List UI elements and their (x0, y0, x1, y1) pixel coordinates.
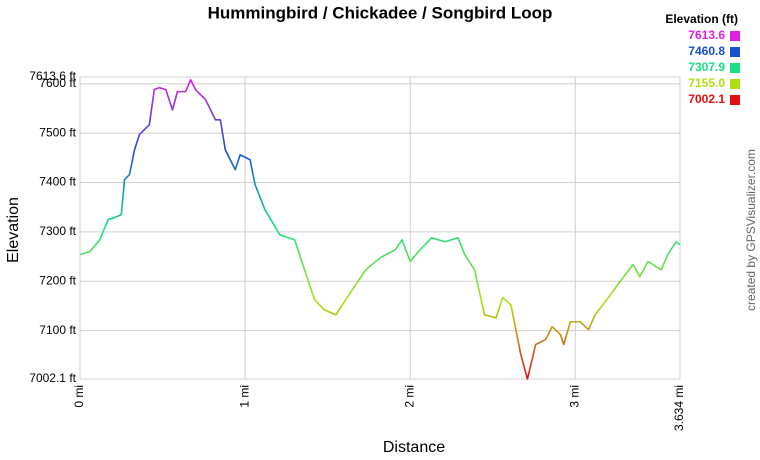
legend-swatch (730, 63, 740, 73)
y-tick-label: 7100 ft (39, 323, 76, 337)
x-axis-label: Distance (383, 439, 445, 456)
legend-title: Elevation (ft) (665, 12, 738, 26)
y-axis-label: Elevation (5, 197, 22, 263)
x-tick-label: 3.634 mi (672, 385, 686, 431)
y-tick-label: 7300 ft (39, 224, 76, 238)
legend-label: 7613.6 (688, 28, 725, 42)
y-tick-label: 7600 ft (39, 76, 76, 90)
elevation-line (79, 78, 681, 380)
legend-swatch (730, 79, 740, 89)
legend-label: 7307.9 (688, 60, 725, 74)
x-tick-label: 1 mi (237, 385, 251, 408)
x-tick-label: 3 mi (567, 385, 581, 408)
chart-title: Hummingbird / Chickadee / Songbird Loop (208, 3, 553, 22)
y-tick-label: 7200 ft (39, 273, 76, 287)
legend-swatch (730, 47, 740, 57)
x-tick-label: 2 mi (402, 385, 416, 408)
y-tick-label: 7500 ft (39, 125, 76, 139)
legend-label: 7460.8 (688, 44, 725, 58)
x-tick-label: 0 mi (72, 385, 86, 408)
credit: created by GPSVisualizer.com (744, 149, 758, 311)
y-tick-label: 7613.6 ft (29, 69, 76, 83)
legend-label: 7002.1 (688, 92, 725, 106)
legend-swatch (730, 95, 740, 105)
y-tick-label: 7002.1 ft (29, 371, 76, 385)
legend-label: 7155.0 (688, 76, 725, 90)
legend-swatch (730, 31, 740, 41)
y-tick-label: 7400 ft (39, 175, 76, 189)
